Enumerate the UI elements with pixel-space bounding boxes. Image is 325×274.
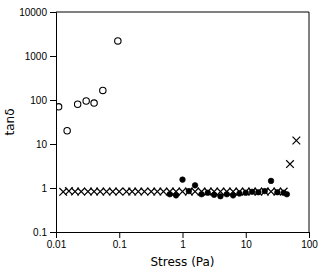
tick: 10 bbox=[241, 232, 253, 250]
tick-label: 100 bbox=[30, 95, 47, 106]
tick-mark bbox=[246, 232, 247, 238]
point bbox=[230, 193, 236, 199]
point bbox=[267, 188, 275, 196]
tick-mark bbox=[119, 232, 120, 238]
x-axis-title: Stress (Pa) bbox=[150, 255, 214, 269]
point bbox=[293, 137, 301, 145]
point bbox=[167, 191, 173, 197]
tick-mark bbox=[50, 56, 56, 57]
tick-mark bbox=[309, 232, 310, 238]
marks bbox=[56, 38, 300, 199]
point bbox=[243, 190, 249, 196]
frame-line bbox=[56, 12, 309, 13]
point bbox=[205, 190, 211, 196]
point bbox=[191, 188, 199, 196]
point bbox=[248, 188, 256, 196]
point bbox=[204, 188, 212, 196]
tick-label: 10 bbox=[241, 239, 253, 250]
point bbox=[242, 188, 250, 196]
point bbox=[268, 178, 274, 184]
series bbox=[56, 38, 121, 134]
point bbox=[249, 189, 255, 195]
tick-mark bbox=[50, 232, 56, 233]
point bbox=[199, 191, 205, 197]
tick-mark bbox=[183, 232, 184, 238]
point bbox=[274, 188, 282, 196]
tick-label: 0.1 bbox=[33, 227, 47, 238]
point bbox=[236, 188, 244, 196]
point bbox=[103, 188, 111, 196]
tick-label: 1 bbox=[180, 239, 186, 250]
point bbox=[262, 188, 268, 194]
tick: 0.1 bbox=[113, 232, 127, 250]
tick: 0.1 bbox=[33, 227, 56, 238]
tick: 0.01 bbox=[47, 232, 67, 250]
point bbox=[284, 191, 290, 197]
point bbox=[173, 193, 179, 199]
point bbox=[115, 38, 121, 44]
point bbox=[261, 188, 269, 196]
point bbox=[100, 87, 106, 93]
tick-label: 10 bbox=[36, 139, 48, 150]
point bbox=[211, 192, 217, 198]
tick: 10000 bbox=[19, 7, 56, 18]
point bbox=[192, 183, 198, 189]
tick-label: 1000 bbox=[25, 51, 48, 62]
axis-line bbox=[50, 13, 57, 233]
tick-label: 10000 bbox=[19, 7, 47, 18]
tick-mark bbox=[50, 12, 56, 13]
point bbox=[224, 191, 230, 197]
point bbox=[141, 188, 149, 196]
point bbox=[237, 191, 243, 197]
point bbox=[186, 188, 192, 194]
tick: 1 bbox=[41, 183, 56, 194]
tick-label: 0.1 bbox=[113, 239, 127, 250]
series bbox=[59, 137, 300, 196]
point bbox=[275, 189, 281, 195]
point bbox=[179, 188, 187, 196]
tick-mark bbox=[50, 188, 56, 189]
point bbox=[218, 193, 224, 199]
axis-line bbox=[57, 233, 310, 239]
plot: 0.010.11101000.1110100100010000 bbox=[19, 7, 318, 250]
tick-label: 0.01 bbox=[47, 239, 67, 250]
point bbox=[56, 104, 62, 110]
tick-mark bbox=[50, 100, 56, 101]
point bbox=[256, 189, 262, 195]
point bbox=[64, 128, 70, 134]
point bbox=[286, 160, 294, 168]
point bbox=[115, 188, 123, 196]
tick: 100 bbox=[30, 95, 56, 106]
tick: 100 bbox=[301, 232, 318, 250]
frame-line bbox=[309, 12, 310, 232]
point bbox=[180, 177, 186, 183]
point bbox=[160, 188, 168, 196]
y-axis: 0.1 1 10 100 1000 10000 bbox=[19, 7, 56, 238]
tick: 1 bbox=[180, 232, 186, 250]
tick-label: 100 bbox=[301, 239, 318, 250]
tick: 10 bbox=[36, 139, 56, 150]
chart: 0.010.11101000.1110100100010000Stress (P… bbox=[0, 0, 325, 274]
point bbox=[109, 188, 117, 196]
x-axis: 0.01 0.1 1 10 100 bbox=[47, 232, 319, 250]
tick-mark bbox=[50, 144, 56, 145]
point bbox=[185, 188, 193, 196]
point bbox=[96, 188, 104, 196]
series bbox=[167, 177, 290, 199]
tick-label: 1 bbox=[41, 183, 47, 194]
point bbox=[83, 98, 89, 104]
point bbox=[77, 188, 85, 196]
point bbox=[91, 100, 97, 106]
tick: 1000 bbox=[25, 51, 56, 62]
point bbox=[254, 188, 262, 196]
y-axis-title: tanδ bbox=[3, 108, 17, 135]
point bbox=[74, 101, 80, 107]
